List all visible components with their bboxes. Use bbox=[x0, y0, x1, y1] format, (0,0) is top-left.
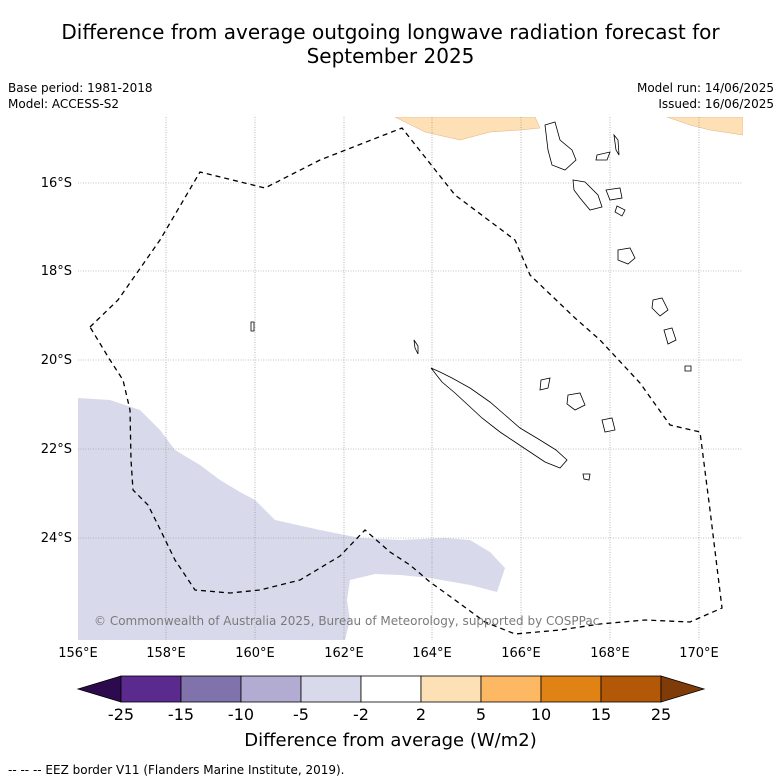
new-caledonia-island bbox=[430, 367, 568, 469]
base-period: Base period: 1981-2018 bbox=[8, 81, 153, 95]
colorbar-tick-label: 15 bbox=[590, 705, 612, 724]
x-tick-label: 164°E bbox=[412, 646, 452, 661]
colorbar-tick-label: 10 bbox=[530, 705, 552, 724]
eez-legend: -- -- -- EEZ border V11 (Flanders Marine… bbox=[8, 763, 345, 777]
colorbar-segment bbox=[180, 675, 242, 703]
positive-anomaly-region-north bbox=[394, 117, 541, 141]
colorbar-extend-low bbox=[76, 675, 122, 703]
colorbar-tick-label: -2 bbox=[353, 705, 369, 724]
colorbar-tick-label: 2 bbox=[415, 705, 427, 724]
y-tick-label: 18°S bbox=[40, 264, 72, 279]
x-tick-label: 166°E bbox=[501, 646, 541, 661]
maewo-island bbox=[613, 133, 620, 156]
x-tick-label: 160°E bbox=[235, 646, 275, 661]
x-tick-label: 158°E bbox=[146, 646, 186, 661]
x-tick-label: 168°E bbox=[590, 646, 630, 661]
y-tick-label: 24°S bbox=[40, 531, 72, 546]
colorbar-segment bbox=[420, 675, 482, 703]
colorbar-title: Difference from average (W/m2) bbox=[244, 730, 537, 751]
chesterfield-islet bbox=[250, 321, 255, 332]
model-run: Model run: 14/06/2025 bbox=[636, 81, 774, 95]
colorbar-tick-label: -10 bbox=[227, 705, 255, 724]
colorbar-tick-label: -25 bbox=[107, 705, 135, 724]
y-tick-label: 22°S bbox=[40, 442, 72, 457]
colorbar-tick-label: -5 bbox=[293, 705, 309, 724]
colorbar-segment bbox=[480, 675, 542, 703]
colorbar bbox=[76, 675, 706, 703]
colorbar-segment bbox=[120, 675, 182, 703]
pentecost-island bbox=[605, 187, 623, 201]
mare-island bbox=[601, 417, 616, 433]
gridlines bbox=[78, 117, 743, 640]
isle-of-pines bbox=[582, 473, 591, 481]
y-tick-label: 20°S bbox=[40, 353, 72, 368]
x-tick-label: 162°E bbox=[324, 646, 364, 661]
colorbar-tick-label: -15 bbox=[167, 705, 195, 724]
model-name: Model: ACCESS-S2 bbox=[8, 97, 120, 111]
negative-anomaly-region bbox=[78, 398, 505, 640]
belep-island bbox=[413, 339, 419, 355]
x-tick-label: 170°E bbox=[679, 646, 719, 661]
colorbar-tick-label: 25 bbox=[650, 705, 672, 724]
colorbar-tick-label: 5 bbox=[475, 705, 487, 724]
malakula-island bbox=[572, 179, 603, 211]
islands bbox=[250, 121, 692, 481]
colorbar-segment bbox=[300, 675, 362, 703]
colorbar-segment bbox=[600, 675, 662, 703]
colorbar-segment bbox=[240, 675, 302, 703]
chart-title-line2: September 2025 bbox=[306, 44, 475, 68]
copyright-notice: © Commonwealth of Australia 2025, Bureau… bbox=[94, 614, 600, 628]
tanna-island bbox=[663, 327, 677, 345]
issued-date: Issued: 16/06/2025 bbox=[658, 97, 774, 111]
eez-border bbox=[89, 127, 723, 635]
espiritu-santo-island bbox=[544, 121, 577, 171]
ambae-island bbox=[595, 151, 611, 161]
y-tick-label: 16°S bbox=[40, 176, 72, 191]
erromango-island bbox=[651, 297, 669, 317]
positive-anomaly-region-northeast bbox=[666, 117, 743, 136]
lifou-island bbox=[566, 392, 586, 411]
epi-island bbox=[614, 205, 626, 217]
colorbar-segment bbox=[360, 675, 422, 703]
aneityum-island bbox=[684, 365, 692, 372]
colorbar-segment bbox=[540, 675, 602, 703]
efate-island bbox=[617, 247, 636, 265]
x-tick-label: 156°E bbox=[58, 646, 98, 661]
chart-title-line1: Difference from average outgoing longwav… bbox=[61, 20, 720, 44]
ouvea-island bbox=[539, 377, 551, 391]
colorbar-extend-high bbox=[660, 675, 706, 703]
